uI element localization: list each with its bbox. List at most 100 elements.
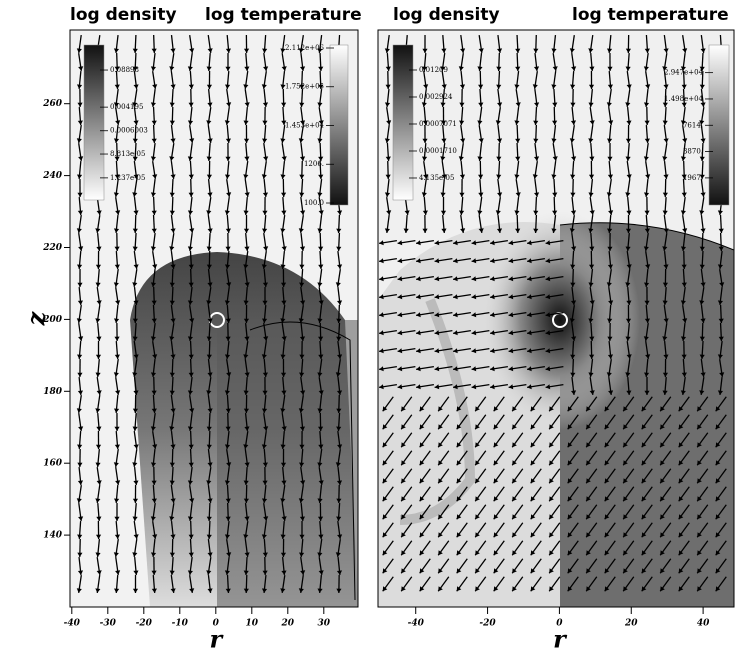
- arrow-head: [78, 66, 84, 71]
- arrow-head: [206, 210, 212, 215]
- arrow-head: [336, 588, 342, 593]
- arrow-head: [625, 336, 631, 341]
- arrow-head: [243, 210, 249, 215]
- colorbar-tick-label: 2.947e+04: [664, 69, 704, 77]
- arrow-head: [497, 192, 503, 197]
- arrow-head: [567, 406, 573, 412]
- arrow-head: [300, 480, 306, 485]
- arrow-head: [508, 276, 514, 282]
- arrow-head: [189, 228, 195, 233]
- arrow-head: [459, 84, 466, 89]
- arrow-head: [317, 282, 323, 287]
- plot-frame: [69, 29, 359, 608]
- arrow-head: [244, 516, 250, 521]
- arrow-head: [243, 228, 250, 233]
- arrow-head: [132, 462, 138, 467]
- arrow-head: [95, 534, 102, 539]
- arrow-head: [379, 312, 384, 318]
- arrow-head: [697, 586, 702, 592]
- arrow-head: [459, 174, 466, 179]
- field-image: [70, 30, 358, 607]
- colorbar-tick-label: 0.002924: [419, 93, 453, 101]
- y-tick-label: 160: [43, 459, 63, 469]
- arrow-head: [458, 66, 464, 71]
- arrow-head: [115, 480, 121, 485]
- arrow-head: [471, 294, 477, 300]
- arrow-head: [95, 354, 102, 359]
- arrow-head: [441, 84, 447, 89]
- arrow-head: [170, 318, 176, 323]
- arrow-head: [589, 156, 595, 161]
- arrow-head: [422, 210, 428, 215]
- arrow-head: [680, 66, 686, 71]
- arrow-head: [588, 84, 595, 89]
- colorbar: [83, 44, 105, 201]
- x-tick-label: 40: [697, 619, 710, 629]
- arrow-head: [645, 174, 651, 179]
- arrow-head: [386, 120, 392, 125]
- arrow-head: [188, 444, 194, 449]
- arrow-head: [113, 192, 119, 197]
- colorbar-tick-label: 1206.: [304, 160, 324, 168]
- arrow-head: [169, 426, 175, 431]
- arrow-head: [151, 480, 157, 485]
- arrow-head: [438, 514, 443, 520]
- arrow-head: [551, 84, 557, 89]
- arrow-head: [623, 460, 628, 466]
- arrow-head: [530, 568, 536, 574]
- arrow-head: [551, 228, 557, 233]
- arrow-head: [567, 568, 573, 574]
- arrow-head: [527, 348, 532, 354]
- arrow-head: [187, 390, 193, 395]
- arrow-head: [207, 408, 213, 413]
- arrow-head: [95, 282, 101, 287]
- arrow-head: [379, 366, 384, 372]
- arrow-head: [244, 282, 250, 287]
- arrow-head: [512, 424, 517, 430]
- arrow-head: [589, 264, 595, 269]
- arrow-head: [512, 532, 517, 538]
- arrow-head: [280, 318, 286, 323]
- arrow-head: [586, 406, 591, 412]
- arrow-head: [623, 586, 628, 592]
- arrow-head: [586, 586, 591, 592]
- arrow-head: [224, 354, 231, 359]
- arrow-head: [496, 174, 502, 179]
- arrow-head: [151, 408, 157, 413]
- arrow-head: [263, 66, 269, 71]
- arrow-head: [281, 390, 287, 395]
- arrow-head: [384, 228, 390, 233]
- arrow-head: [678, 496, 684, 502]
- arrow-head: [644, 210, 650, 215]
- arrow-head: [567, 478, 573, 484]
- arrow-head: [262, 300, 268, 305]
- colorbar: [392, 44, 414, 201]
- arrow-head: [434, 312, 440, 318]
- arrow-head: [113, 318, 120, 323]
- arrow-head: [478, 228, 484, 233]
- arrow-head: [335, 372, 341, 377]
- arrow-head: [96, 516, 102, 521]
- arrow-head: [678, 460, 684, 466]
- arrow-head: [187, 300, 194, 305]
- arrow-head: [336, 300, 343, 305]
- arrow-head: [549, 532, 554, 538]
- arrow-head: [641, 406, 647, 412]
- arrow-head: [699, 264, 705, 269]
- colorbar-tick-label: 0.01209: [419, 66, 448, 74]
- arrow-head: [459, 120, 465, 125]
- arrow-head: [382, 568, 388, 574]
- arrow-head: [397, 330, 403, 336]
- arrow-head: [527, 312, 532, 318]
- arrow-head: [515, 138, 521, 143]
- arrow-head: [78, 246, 84, 251]
- arrow-head: [113, 228, 120, 233]
- arrow-head: [680, 120, 686, 125]
- arrow-head: [589, 210, 595, 215]
- arrow-head: [77, 552, 83, 557]
- arrow-head: [170, 138, 176, 143]
- arrow-head: [641, 586, 647, 592]
- y-tick-label: 180: [43, 387, 63, 397]
- arrow-head: [641, 460, 647, 466]
